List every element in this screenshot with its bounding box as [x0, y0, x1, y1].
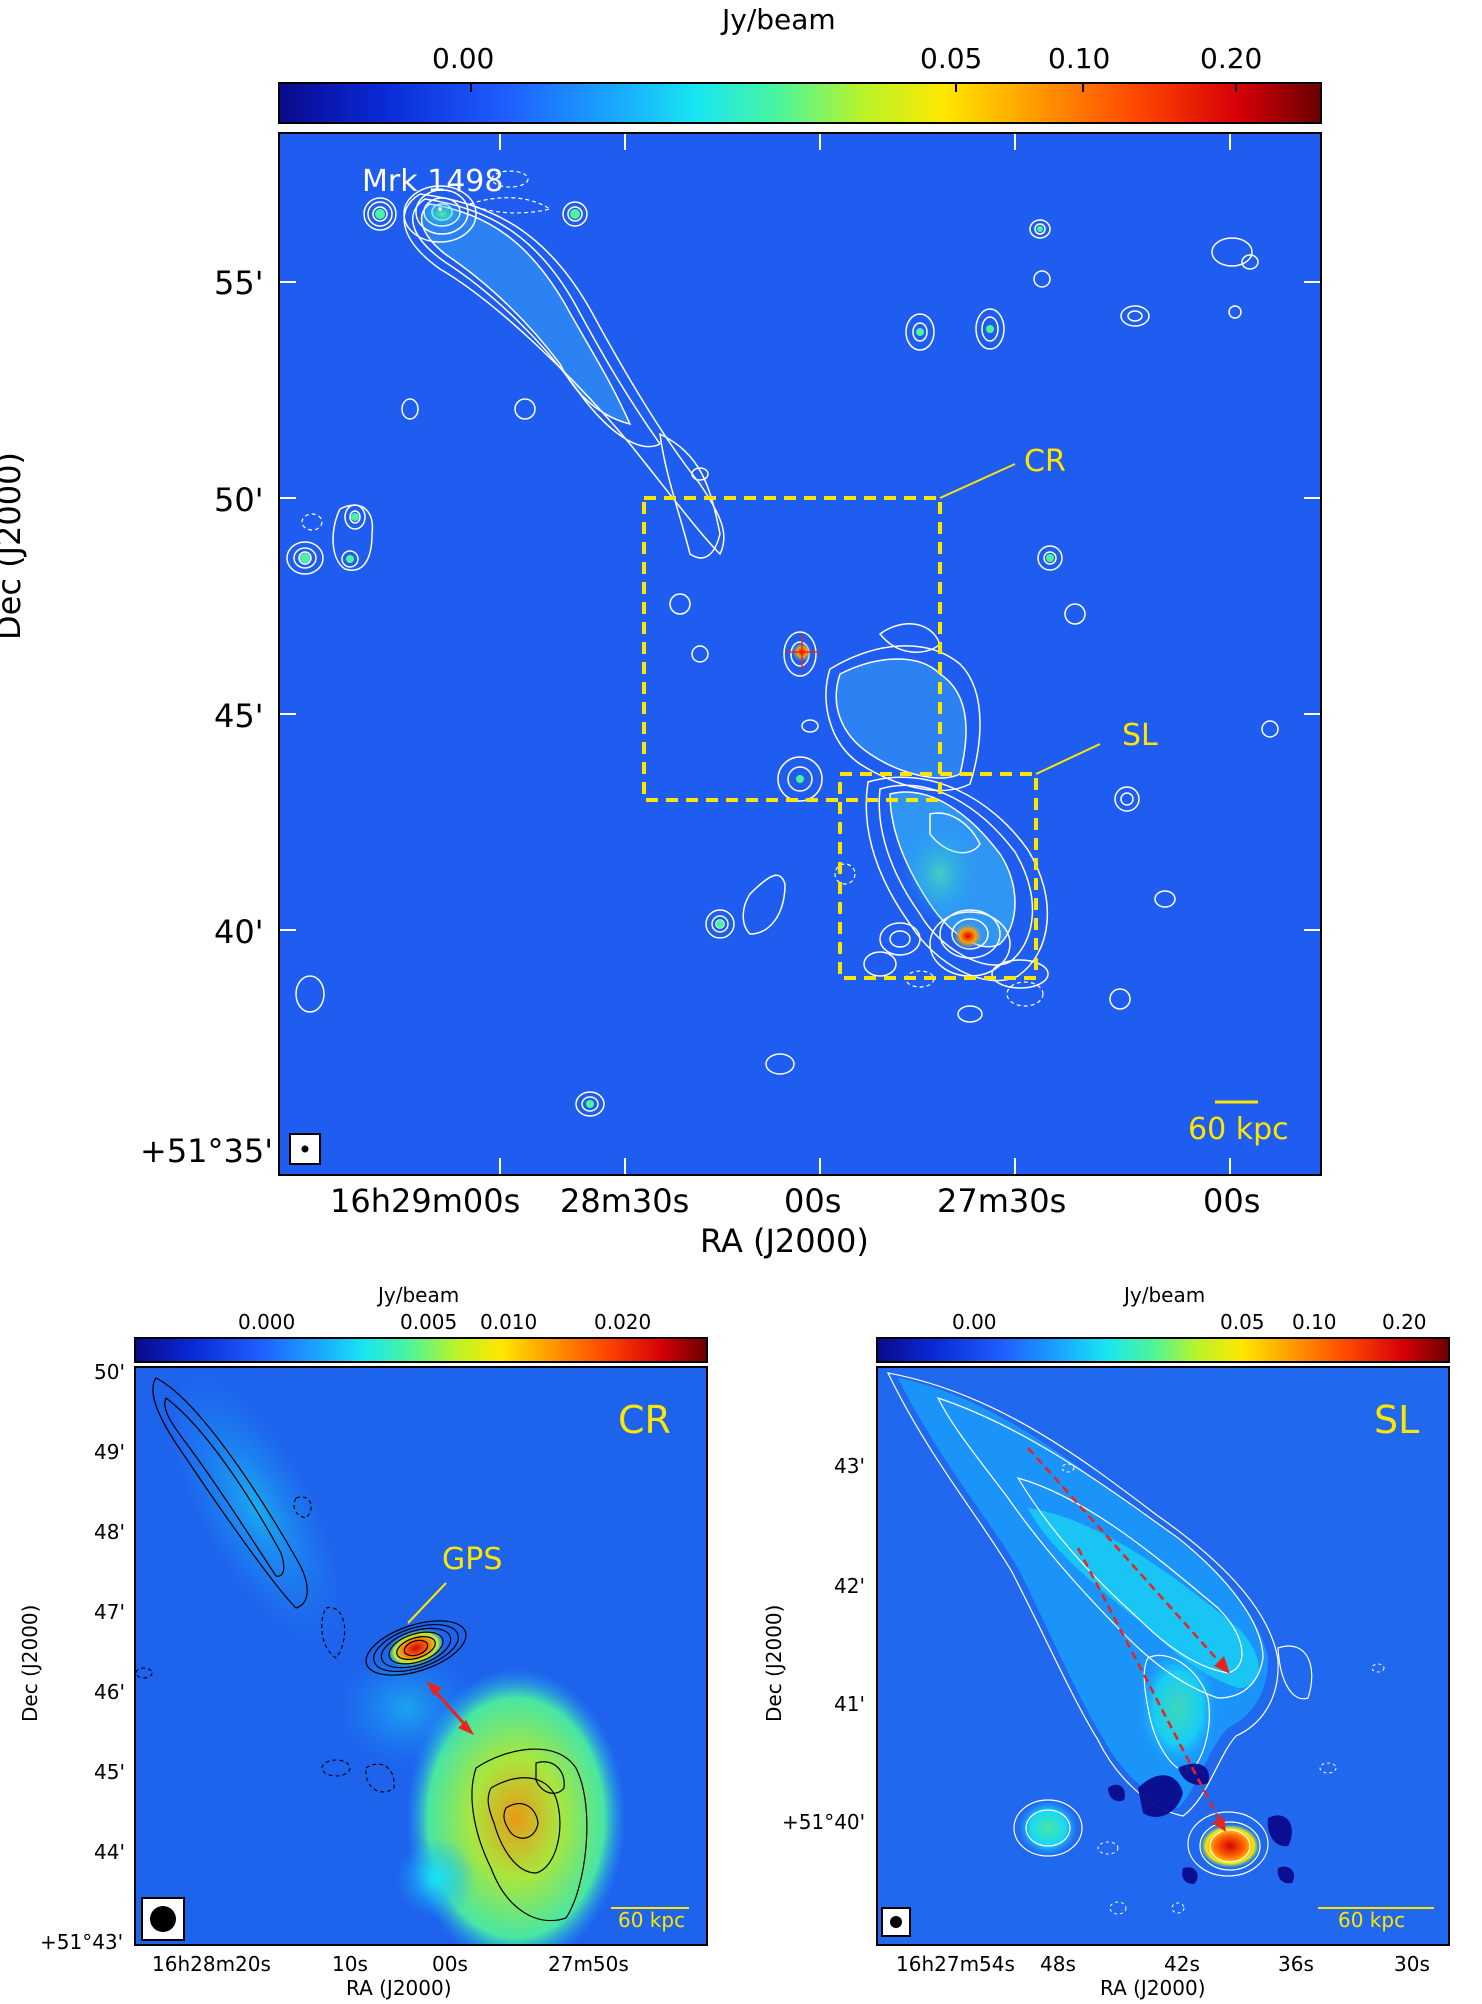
sl-dec-tick: 41' [834, 1692, 865, 1716]
main-colorbar-tick: 0.20 [1200, 42, 1263, 75]
sl-red-arrows [1027, 1447, 1224, 1824]
sl-dec-tick: 43' [834, 1454, 865, 1478]
north-jet-contours [403, 185, 725, 559]
main-ra-tick: 00s [1203, 1182, 1261, 1220]
cr-box [642, 496, 942, 802]
main-ra-tick: 27m30s [937, 1182, 1067, 1220]
sl-contours [886, 1372, 1313, 1877]
gps-label: GPS [442, 1542, 503, 1577]
sl-dec-tick: +51°40' [782, 1810, 866, 1834]
cr-negative-contours [136, 1496, 395, 1793]
sl-colorbar [876, 1337, 1450, 1363]
cr-dec-tick: 47' [94, 1600, 125, 1624]
sl-colorbar-tick: 0.00 [952, 1310, 997, 1334]
cr-xlabel: RA (J2000) [346, 1976, 452, 2000]
sl-title: SL [1374, 1398, 1420, 1442]
sl-ylabel: Dec (J2000) [762, 1604, 786, 1722]
south-complex-contours [825, 623, 1049, 982]
gps-contours [365, 1620, 467, 1676]
main-dec-tick: 40' [214, 913, 264, 951]
sl-colorbar-label: Jy/beam [1124, 1283, 1206, 1307]
sl-colorbar-tick: 0.20 [1382, 1310, 1427, 1334]
cr-dec-tick: 49' [94, 1440, 125, 1464]
cr-colorbar-tick: 0.010 [480, 1310, 538, 1334]
sl-scalebar-label: 60 kpc [1338, 1908, 1406, 1932]
cr-red-arrow [426, 1681, 474, 1735]
cr-dec-tick: 44' [94, 1840, 125, 1864]
cr-title: CR [618, 1398, 671, 1442]
gps-source-marker [785, 634, 820, 670]
sl-xlabel: RA (J2000) [1100, 1976, 1206, 2000]
cr-box-label: CR [1024, 444, 1066, 479]
main-colorbar-tick: 0.10 [1048, 42, 1111, 75]
cr-dec-tick: +51°43' [40, 1930, 124, 1954]
main-dec-tick: +51°35' [140, 1132, 274, 1170]
sl-ra-tick: 36s [1278, 1952, 1314, 1976]
main-colorbar-label: Jy/beam [722, 3, 836, 36]
cr-radio-map: CR GPS 60 kpc [134, 1366, 708, 1946]
sl-box-label: SL [1122, 718, 1158, 753]
main-colorbar [278, 82, 1322, 124]
main-ra-tick: 16h29m00s [330, 1182, 521, 1220]
main-colorbar-tick: 0.05 [920, 42, 983, 75]
cr-colorbar-tick: 0.000 [238, 1310, 296, 1334]
cr-colorbar-label: Jy/beam [378, 1283, 460, 1307]
main-ylabel: Dec (J2000) [0, 452, 28, 640]
cr-dec-tick: 45' [94, 1760, 125, 1784]
sl-negative-regions [1108, 1763, 1295, 1884]
source-label: Mrk 1498 [362, 164, 504, 199]
cr-colorbar-tick: 0.020 [594, 1310, 652, 1334]
main-colorbar-tick: 0.00 [432, 42, 495, 75]
compact-source-contours [286, 197, 1279, 1117]
sl-beam-box [881, 1907, 911, 1937]
main-ra-tick: 28m30s [560, 1182, 690, 1220]
cr-ra-tick: 27m50s [548, 1952, 629, 1976]
cr-dec-tick: 48' [94, 1520, 125, 1544]
cr-ra-tick: 16h28m20s [152, 1952, 271, 1976]
cr-ra-tick: 10s [332, 1952, 368, 1976]
main-xlabel: RA (J2000) [700, 1222, 869, 1260]
main-dec-tick: 50' [214, 481, 264, 519]
main-ra-tick: 00s [784, 1182, 842, 1220]
cr-contours [152, 1377, 588, 1922]
main-radio-map: Mrk 1498 CR SL 60 kpc [278, 132, 1322, 1176]
main-scalebar-label: 60 kpc [1188, 1112, 1289, 1147]
sl-ra-tick: 48s [1040, 1952, 1076, 1976]
sl-dec-tick: 42' [834, 1574, 865, 1598]
main-dec-tick: 45' [214, 697, 264, 735]
sl-ra-tick: 42s [1164, 1952, 1200, 1976]
main-dec-tick: 55' [214, 264, 264, 302]
sl-colorbar-tick: 0.05 [1220, 1310, 1265, 1334]
cr-colorbar [134, 1337, 708, 1363]
sl-ra-tick: 16h27m54s [896, 1952, 1015, 1976]
cr-scalebar-label: 60 kpc [618, 1908, 686, 1932]
sl-ra-tick: 30s [1394, 1952, 1430, 1976]
cr-dec-tick: 46' [94, 1680, 125, 1704]
cr-dec-tick: 50' [94, 1360, 125, 1384]
cr-ylabel: Dec (J2000) [18, 1604, 42, 1722]
cr-ra-tick: 00s [432, 1952, 468, 1976]
cr-colorbar-tick: 0.005 [400, 1310, 458, 1334]
sl-radio-map: SL 60 kpc [876, 1366, 1450, 1946]
sl-colorbar-tick: 0.10 [1292, 1310, 1337, 1334]
